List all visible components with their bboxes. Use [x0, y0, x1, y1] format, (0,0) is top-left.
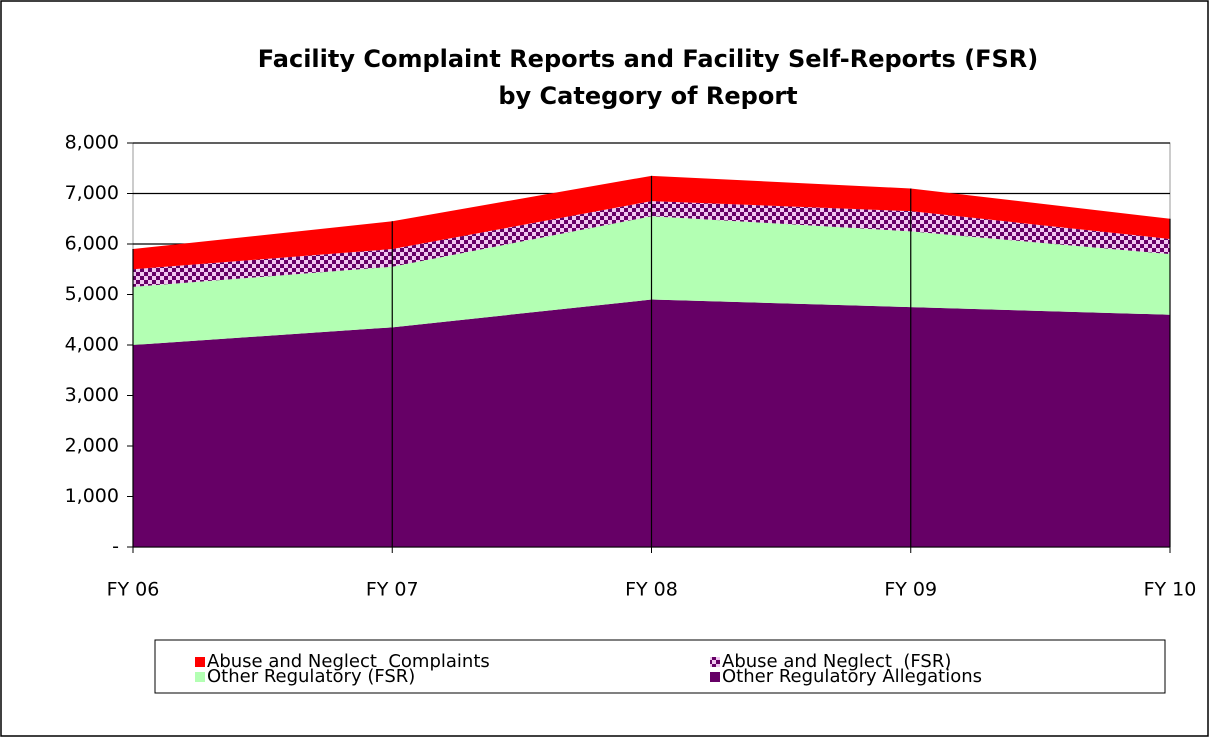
legend-swatch — [195, 672, 205, 682]
legend — [154, 639, 1166, 694]
legend-swatch — [710, 657, 720, 667]
y-tick-label: 7,000 — [65, 182, 119, 204]
y-tick-label: 4,000 — [65, 334, 119, 356]
legend-label: Other Regulatory (FSR) — [207, 666, 415, 687]
y-tick-label: - — [112, 536, 119, 558]
y-tick-label: 3,000 — [65, 384, 119, 406]
chart-title: by Category of Report — [498, 82, 797, 110]
legend-label: Other Regulatory Allegations — [722, 666, 982, 687]
y-tick-label: 6,000 — [65, 233, 119, 255]
legend-swatch — [195, 657, 205, 667]
x-tick-label: FY 07 — [366, 579, 419, 601]
y-tick-label: 2,000 — [65, 435, 119, 457]
x-tick-label: FY 09 — [884, 579, 937, 601]
y-tick-label: 1,000 — [65, 485, 119, 507]
x-tick-label: FY 08 — [625, 579, 678, 601]
x-tick-label: FY 10 — [1144, 579, 1197, 601]
legend-swatch — [710, 672, 720, 682]
chart-title: Facility Complaint Reports and Facility … — [258, 45, 1038, 73]
legend-label: Abuse and Neglect (FSR) — [722, 651, 951, 672]
y-tick-label: 5,000 — [65, 283, 119, 305]
legend-label: Abuse and Neglect Complaints — [207, 651, 490, 672]
x-tick-label: FY 06 — [107, 579, 160, 601]
y-tick-label: 8,000 — [65, 132, 119, 154]
